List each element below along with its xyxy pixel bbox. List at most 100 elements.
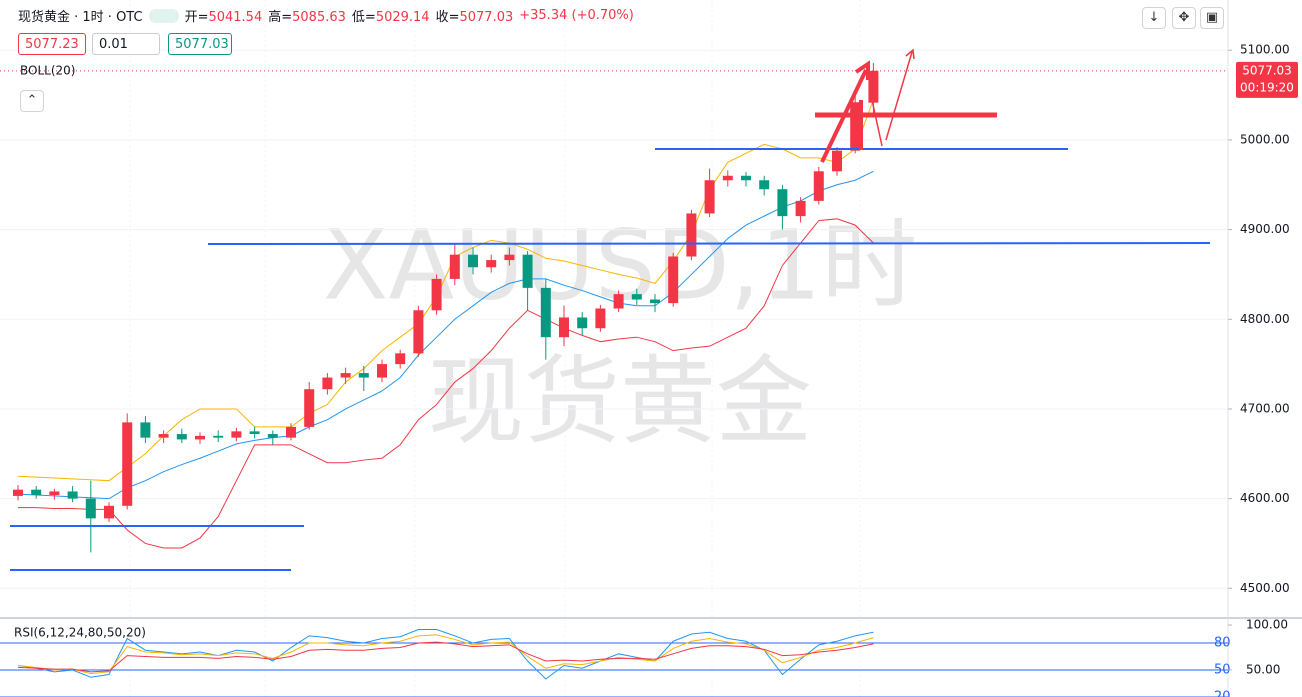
indicator-line <box>18 218 874 549</box>
candle-body <box>31 489 42 496</box>
candle-body <box>286 426 296 438</box>
candle-body <box>158 434 169 438</box>
value: 5029.14 <box>375 10 430 25</box>
level-label: 50 <box>1214 663 1231 678</box>
candle-body <box>813 171 824 201</box>
indicator-label: BOLL(20) <box>20 64 75 78</box>
change: +35.34 (+0.70%) <box>519 8 634 23</box>
candle-body <box>741 175 751 181</box>
trend-line <box>207 242 1211 245</box>
candle-body <box>395 353 406 365</box>
drawn-arrow <box>820 69 868 163</box>
value: 5085.63 <box>292 10 346 25</box>
candle-body <box>304 389 315 427</box>
candle-body <box>85 498 96 519</box>
label: 收= <box>435 10 460 25</box>
value: 5077.03 <box>459 10 514 25</box>
indicator-line <box>17 99 874 482</box>
level-label: 20 <box>1214 690 1231 697</box>
arrow-head <box>854 60 870 80</box>
candle-body <box>195 435 205 440</box>
sell-price[interactable]: 5077.23 <box>18 33 86 55</box>
ohlc-high: 高=5085.63 <box>268 6 346 25</box>
candle-body <box>559 317 569 338</box>
candle-body <box>795 200 806 217</box>
candle-body <box>431 278 442 311</box>
collapse-button[interactable]: ⌃ <box>20 90 44 112</box>
indicator-line <box>17 170 874 500</box>
candle-body <box>413 310 424 354</box>
candle-body <box>722 175 733 181</box>
candle-body <box>504 254 515 261</box>
y-tick-label: 5000.00 <box>1240 132 1290 146</box>
watermark: 现货黄金 <box>428 345 812 457</box>
plot: 4500.00 4600.00 4700.00 4800.00 4900.00 5000.… <box>0 43 1298 697</box>
y-tick-label: 5100.00 <box>1240 43 1290 57</box>
candle-body <box>13 489 23 496</box>
status-pill <box>148 8 179 23</box>
drawn-arrow <box>871 99 883 147</box>
ohlc-open: 开=5041.54 <box>185 6 263 25</box>
candle-body <box>486 260 497 268</box>
y-tick-label: 4600.00 <box>1240 491 1290 505</box>
candle-body <box>832 150 842 172</box>
candle-body <box>176 434 187 440</box>
y-tick-label: 4700.00 <box>1240 401 1290 415</box>
candle-body <box>777 189 788 217</box>
candle-body <box>267 434 278 438</box>
y-tick-label: 4500.00 <box>1240 581 1290 595</box>
download-button[interactable]: ↓ <box>1142 7 1166 29</box>
candle-body <box>49 491 60 496</box>
y-tick-label: 100.00 <box>1246 618 1288 632</box>
price-tag <box>1236 61 1298 98</box>
ohlc-close: 收=5077.03 <box>436 6 514 25</box>
countdown: 00:19:20 <box>1240 80 1294 94</box>
candle-body <box>231 431 242 438</box>
ohlc-low: 低=5029.14 <box>352 6 430 25</box>
label: 高= <box>268 10 293 25</box>
buy-price[interactable]: 5077.03 <box>168 33 232 55</box>
candle-body <box>522 254 533 288</box>
candle-body <box>540 287 551 338</box>
candle-body <box>104 505 114 519</box>
drawn-arrow <box>885 51 913 141</box>
candle-body <box>449 254 460 279</box>
arrow-head <box>905 48 915 60</box>
candle-body <box>686 213 697 257</box>
price-tag-label: 5077.03 <box>1242 63 1292 77</box>
header: 现货黄金 · 1时 · OTC 开=5041.54 高=5085.63 低=50… <box>18 6 634 25</box>
label: 开= <box>184 10 209 25</box>
y-tick-label: 50.00 <box>1246 663 1280 677</box>
label: 低= <box>351 10 376 25</box>
candle-body <box>668 256 679 304</box>
y-tick-label: 4900.00 <box>1240 222 1290 236</box>
drawings <box>10 48 1211 571</box>
level-label: 80 <box>1214 636 1231 651</box>
candle-body <box>140 422 151 438</box>
candle-body <box>468 254 478 268</box>
candle-body <box>340 373 351 378</box>
candle-body <box>249 431 260 435</box>
candle-body <box>850 102 861 151</box>
candle-body <box>650 299 660 304</box>
value: 5041.54 <box>208 10 263 25</box>
candle-body <box>322 377 333 390</box>
quantity[interactable]: 0.01 <box>92 33 160 55</box>
indicator-line <box>17 629 874 680</box>
indicator-line <box>17 634 874 675</box>
indicator-line <box>17 641 874 673</box>
candle-body <box>595 308 606 329</box>
candle-body <box>704 180 715 214</box>
candle-body <box>67 491 78 499</box>
candle-body <box>122 422 133 506</box>
candle-body <box>631 294 642 300</box>
symbol: 现货黄金 · 1时 · OTC <box>18 10 143 25</box>
fullscreen-button[interactable]: ✥ <box>1172 7 1196 29</box>
candle-body <box>377 364 387 378</box>
snapshot-button[interactable]: ▣ <box>1200 7 1224 29</box>
rsi-label: RSI(6,12,24,80,50,20) <box>14 626 146 640</box>
candle-body <box>868 70 879 103</box>
candle-body <box>759 180 770 190</box>
